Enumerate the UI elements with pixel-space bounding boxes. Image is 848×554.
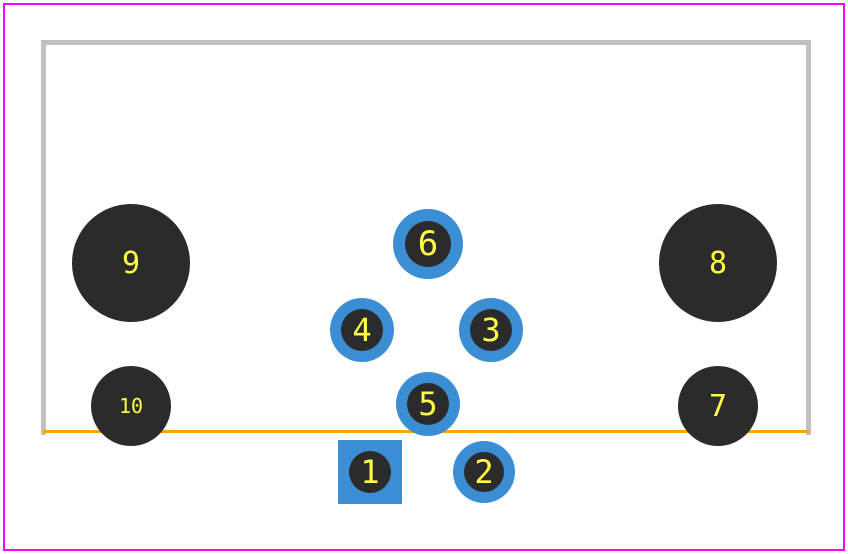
- node-6-label: 6: [418, 224, 438, 264]
- node-8-label: 8: [709, 246, 727, 281]
- node-8: 8: [659, 204, 777, 322]
- node-5-label: 5: [418, 385, 437, 423]
- node-4: 4: [330, 298, 394, 362]
- node-7-label: 7: [709, 389, 727, 424]
- node-2: 2: [453, 441, 515, 503]
- node-7: 7: [678, 366, 758, 446]
- node-10: 10: [91, 366, 171, 446]
- node-1-label: 1: [360, 453, 379, 491]
- node-10-label: 10: [119, 394, 143, 418]
- node-5: 5: [396, 372, 460, 436]
- node-6: 6: [393, 209, 463, 279]
- node-2-label: 2: [474, 453, 493, 491]
- node-3-label: 3: [481, 311, 500, 349]
- node-9: 9: [72, 204, 190, 322]
- node-9-label: 9: [122, 246, 140, 281]
- node-3: 3: [459, 298, 523, 362]
- node-4-label: 4: [352, 311, 371, 349]
- node-1: 1: [338, 440, 402, 504]
